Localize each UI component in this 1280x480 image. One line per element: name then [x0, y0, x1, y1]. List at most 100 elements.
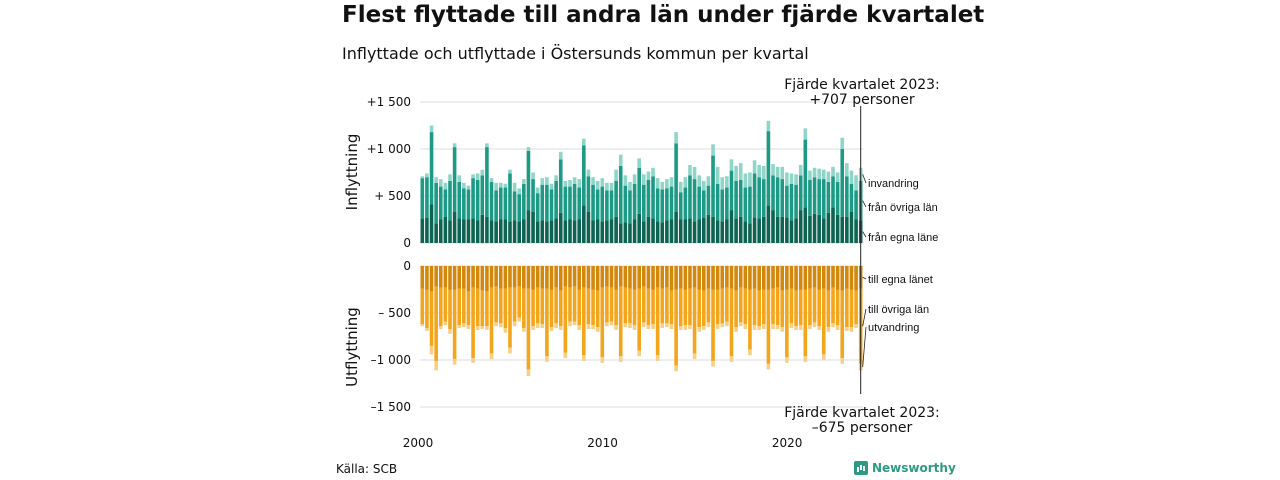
bar-outflow [498, 323, 503, 328]
bar-outflow [752, 325, 757, 330]
bar-inflow [752, 160, 757, 174]
bar-inflow [817, 214, 821, 243]
bar-outflow [785, 357, 789, 363]
bar-outflow [549, 289, 554, 328]
bar-inflow [586, 176, 591, 212]
bar-outflow [628, 323, 632, 329]
bar-outflow [600, 266, 605, 288]
bar-outflow [729, 356, 734, 362]
bar-outflow [632, 266, 637, 290]
bar-inflow [503, 183, 508, 188]
bar-inflow [729, 210, 734, 243]
brand-logo: Newsworthy [854, 461, 956, 475]
bar-inflow [420, 218, 425, 243]
bar-outflow [835, 325, 840, 330]
bar-outflow [480, 266, 485, 291]
bar-outflow [720, 288, 725, 324]
bar-inflow [835, 214, 840, 243]
bar-outflow [711, 266, 715, 290]
bar-inflow [591, 177, 595, 185]
bar-outflow [568, 287, 572, 322]
bar-outflow [748, 349, 752, 356]
source-note: Källa: SCB [336, 462, 398, 476]
bar-inflow [798, 164, 803, 176]
bar-inflow [498, 187, 503, 220]
bar-outflow [854, 266, 858, 291]
bar-inflow [448, 220, 452, 243]
bar-inflow [535, 221, 540, 243]
series-label: från egna läne [868, 232, 938, 244]
bar-inflow [715, 183, 720, 221]
bar-inflow [466, 185, 471, 190]
newsworthy-icon [854, 461, 868, 475]
bar-outflow [803, 266, 808, 290]
bar-inflow [494, 190, 498, 222]
bar-inflow [725, 176, 729, 188]
bar-inflow [738, 216, 743, 243]
bar-inflow [540, 184, 545, 221]
bar-inflow [480, 175, 485, 215]
bar-outflow [655, 266, 660, 288]
bar-inflow [623, 222, 628, 243]
bar-inflow [738, 163, 743, 181]
bar-inflow [517, 221, 522, 243]
bar-outflow [845, 266, 849, 289]
bar-outflow [540, 324, 545, 329]
bar-outflow [785, 266, 789, 290]
bar-inflow [761, 216, 766, 243]
bar-inflow [600, 221, 605, 243]
bar-inflow [706, 185, 711, 215]
bar-inflow [794, 184, 798, 219]
bar-inflow [831, 176, 835, 208]
bar-inflow [605, 182, 609, 191]
bar-outflow [494, 266, 498, 287]
bar-inflow [748, 172, 752, 187]
bar-inflow [448, 174, 452, 181]
bar-outflow [586, 324, 591, 329]
bar-inflow [466, 189, 471, 220]
bar-outflow [540, 288, 545, 325]
bar-outflow [572, 266, 577, 287]
bar-outflow [563, 266, 568, 287]
bar-outflow [831, 287, 835, 324]
bar-outflow [761, 289, 766, 325]
bar-outflow [452, 266, 457, 290]
bar-inflow [568, 219, 572, 243]
bar-outflow [462, 323, 466, 328]
bar-outflow [605, 322, 609, 327]
bar-inflow [618, 165, 623, 224]
bar-outflow [821, 354, 826, 360]
bar-outflow [766, 363, 771, 370]
label-leader [862, 174, 867, 184]
bar-outflow [665, 323, 669, 328]
bar-inflow [849, 211, 854, 243]
label-leader [862, 326, 867, 368]
y-tick-label: 0 [403, 236, 411, 250]
bar-outflow [522, 288, 526, 329]
bar-outflow [572, 321, 577, 326]
bar-outflow [651, 324, 655, 329]
series-label: invandring [868, 178, 919, 190]
bar-inflow [854, 190, 858, 220]
bar-outflow [480, 290, 485, 327]
bar-outflow [821, 266, 826, 289]
bar-outflow [697, 266, 701, 290]
bar-inflow [697, 186, 701, 220]
bar-inflow [628, 190, 632, 224]
bar-outflow [554, 287, 558, 324]
bar-inflow [434, 182, 438, 224]
bar-outflow [743, 266, 748, 289]
bar-outflow [632, 289, 637, 326]
bar-inflow [711, 144, 715, 156]
x-tick-label: 2010 [587, 436, 618, 450]
bar-inflow [572, 183, 577, 221]
bar-inflow [554, 218, 558, 243]
bar-outflow [674, 289, 678, 366]
bar-inflow [789, 173, 794, 184]
bar-outflow [457, 288, 462, 326]
bar-outflow [683, 289, 688, 326]
bar-outflow [420, 324, 425, 327]
bar-inflow [835, 181, 840, 215]
bar-inflow [549, 189, 554, 221]
bar-inflow [780, 166, 785, 180]
